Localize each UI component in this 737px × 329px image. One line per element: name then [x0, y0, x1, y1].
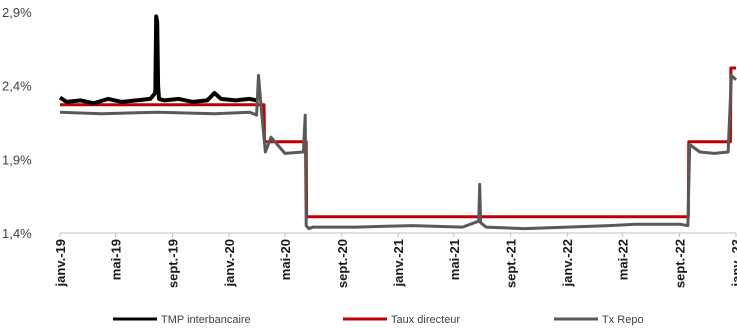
x-tick-label: mai-19: [109, 239, 124, 280]
x-tick-label: mai-21: [447, 239, 462, 280]
y-tick-label: 1,4%: [2, 226, 32, 241]
y-axis: 1,4% 1,9% 2,4% 2,9%: [2, 5, 32, 241]
x-tick-label: janv.-22: [560, 239, 575, 287]
legend: TMP interbancaire Taux directeur Tx Repo: [113, 314, 644, 326]
x-tick-label: mai-20: [278, 239, 293, 280]
series-line-1: [58, 14, 258, 106]
x-tick-label: janv.-23: [729, 239, 737, 287]
y-tick-label: 1,9%: [2, 152, 32, 167]
legend-label: Taux directeur: [391, 314, 460, 326]
x-tick-label: janv.-20: [222, 239, 237, 287]
series-line-2: [60, 66, 736, 219]
x-tick-label: sept.-20: [335, 239, 350, 288]
legend-label: Tx Repo: [602, 314, 644, 326]
series-line-3: [59, 73, 737, 231]
x-tick-label: sept.-21: [504, 239, 519, 288]
y-tick-label: 2,4%: [2, 79, 32, 94]
x-tick-label: janv.-21: [391, 239, 406, 287]
y-tick-label: 2,9%: [2, 5, 32, 20]
x-tick-label: sept.-22: [673, 239, 688, 288]
legend-label: TMP interbancaire: [161, 314, 251, 326]
x-tick-label: sept.-19: [165, 239, 180, 288]
x-tick-label: mai-22: [616, 239, 631, 280]
x-axis: janv.-19 mai-19 sept.-19 janv.-20 mai-20 sept…: [53, 232, 737, 288]
plot-series: [58, 14, 737, 231]
x-tick-label: janv.-19: [53, 239, 68, 287]
